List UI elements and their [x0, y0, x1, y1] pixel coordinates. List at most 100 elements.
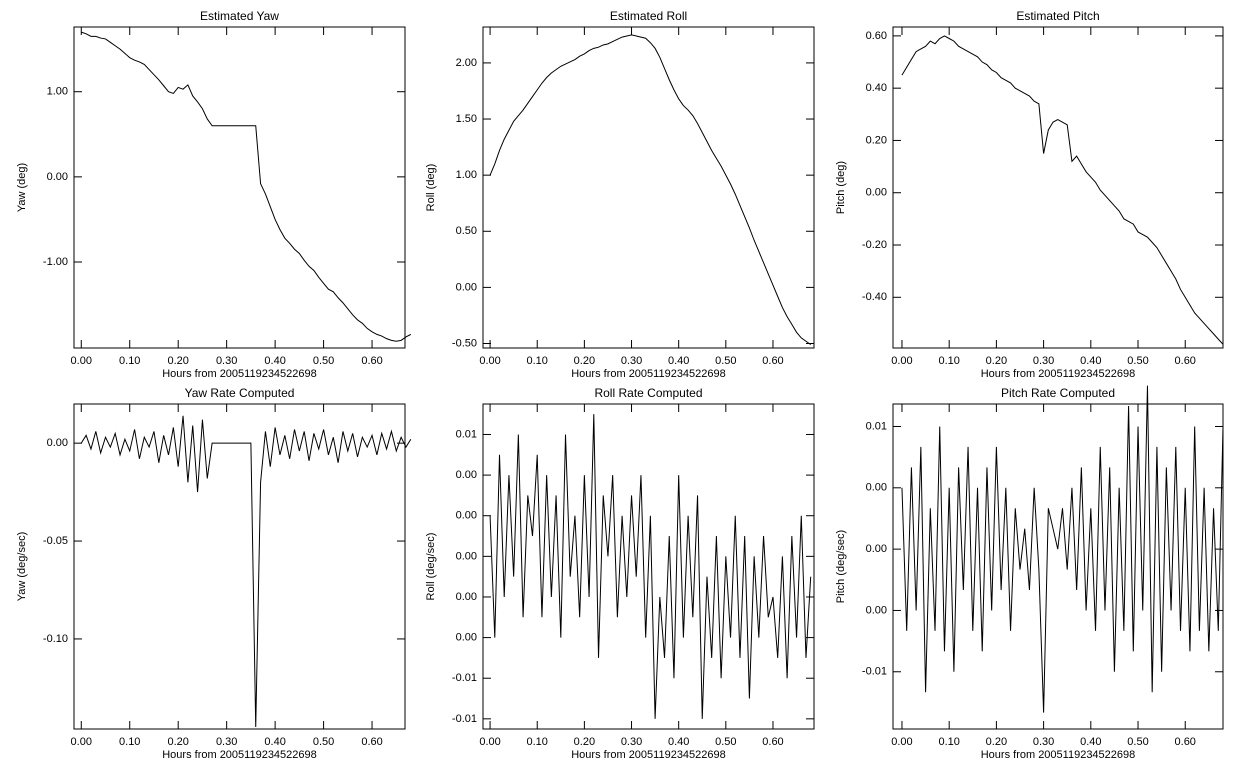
x-tick-label: 0.00 [479, 736, 500, 748]
x-tick-label: 0.60 [1175, 736, 1196, 748]
x-tick-label: 0.20 [167, 736, 188, 748]
x-tick-label: 0.30 [621, 736, 642, 748]
y-tick-label: 0.01 [866, 420, 887, 432]
y-tick-label: 0.00 [456, 510, 477, 522]
y-tick-label: 0.00 [866, 604, 887, 616]
y-tick-label: 0.00 [866, 482, 887, 494]
x-tick-label: 0.30 [216, 355, 237, 367]
y-axis-label: Roll (deg) [425, 164, 437, 212]
x-tick-label: 0.60 [361, 355, 382, 367]
x-tick-label: 0.40 [264, 355, 285, 367]
x-axis-label: Hours from 2005119234522698 [981, 368, 1136, 380]
x-axis-label: Hours from 2005119234522698 [981, 749, 1136, 761]
plot-frame [482, 26, 815, 349]
x-tick-label: 0.60 [762, 355, 783, 367]
x-tick-label: 0.20 [574, 355, 595, 367]
x-tick-label: 0.50 [313, 736, 334, 748]
x-tick-label: 0.50 [313, 355, 334, 367]
x-tick-label: 0.40 [1080, 736, 1101, 748]
chart-title: Roll Rate Computed [594, 386, 702, 400]
x-tick-label: 0.20 [986, 736, 1007, 748]
data-line [489, 414, 812, 719]
y-tick-label: -0.05 [43, 535, 68, 547]
chart-title: Estimated Yaw [200, 9, 279, 23]
x-tick-label: 0.40 [264, 736, 285, 748]
y-tick-label: -0.10 [43, 633, 68, 645]
y-tick-label: 0.00 [47, 171, 68, 183]
y-tick-label: 0.00 [456, 632, 477, 644]
y-tick-label: 1.00 [456, 169, 477, 181]
x-axis-label: Hours from 2005119234522698 [571, 749, 726, 761]
y-tick-label: -0.01 [452, 672, 477, 684]
y-tick-label: -1.00 [43, 256, 68, 268]
x-tick-label: 0.50 [1127, 355, 1148, 367]
y-tick-label: 2.00 [456, 57, 477, 69]
y-axis-label: Roll (deg/sec) [425, 533, 437, 601]
x-tick-label: 0.40 [668, 736, 689, 748]
chart-title: Estimated Pitch [1016, 9, 1099, 23]
x-tick-label: 0.10 [527, 736, 548, 748]
y-axis-label: Pitch (deg) [835, 161, 847, 214]
x-tick-label: 0.20 [167, 355, 188, 367]
x-tick-label: 0.10 [119, 355, 140, 367]
y-tick-label: -0.01 [862, 666, 887, 678]
y-tick-label: 0.40 [866, 82, 887, 94]
x-tick-label: 0.60 [361, 736, 382, 748]
y-tick-label: 0.00 [47, 437, 68, 449]
x-tick-label: 0.10 [938, 355, 959, 367]
x-tick-label: 0.60 [1175, 355, 1196, 367]
data-line [489, 34, 811, 346]
plot-frame [892, 26, 1224, 349]
y-tick-label: 0.00 [456, 469, 477, 481]
data-line [80, 415, 412, 728]
x-tick-label: 0.30 [621, 355, 642, 367]
x-tick-label: 0.00 [891, 355, 912, 367]
plot-frame [892, 403, 1224, 730]
y-axis-label: Yaw (deg/sec) [16, 532, 28, 602]
y-tick-label: 0.00 [866, 187, 887, 199]
x-tick-label: 0.50 [715, 355, 736, 367]
data-line [81, 31, 412, 342]
x-tick-label: 0.00 [71, 736, 92, 748]
x-axis-label: Hours from 2005119234522698 [162, 749, 317, 761]
y-tick-label: 0.00 [866, 543, 887, 555]
x-axis-label: Hours from 2005119234522698 [162, 368, 317, 380]
y-tick-label: -0.20 [862, 239, 887, 251]
x-tick-label: 0.00 [479, 355, 500, 367]
x-tick-label: 0.60 [762, 736, 783, 748]
y-axis-label: Pitch (deg/sec) [835, 530, 847, 603]
x-tick-label: 0.30 [1033, 736, 1054, 748]
y-tick-label: 0.60 [866, 30, 887, 42]
chart-title: Yaw Rate Computed [185, 386, 295, 400]
y-tick-label: -0.50 [452, 337, 477, 349]
plot-frame [482, 403, 815, 730]
y-axis-label: Yaw (deg) [16, 163, 28, 212]
x-tick-label: 0.30 [216, 736, 237, 748]
y-tick-label: 0.50 [456, 225, 477, 237]
y-tick-label: 1.00 [47, 86, 68, 98]
x-tick-label: 0.10 [938, 736, 959, 748]
y-tick-label: 0.00 [456, 281, 477, 293]
x-tick-label: 0.40 [668, 355, 689, 367]
x-tick-label: 0.00 [71, 355, 92, 367]
plot-frame [73, 26, 406, 349]
x-tick-label: 0.20 [986, 355, 1007, 367]
x-tick-label: 0.50 [1127, 736, 1148, 748]
x-axis-label: Hours from 2005119234522698 [571, 368, 726, 380]
y-tick-label: -0.01 [452, 713, 477, 725]
y-tick-label: 0.00 [456, 591, 477, 603]
plot-frame [73, 403, 406, 730]
x-tick-label: 0.00 [891, 736, 912, 748]
x-tick-label: 0.50 [715, 736, 736, 748]
y-tick-label: 1.50 [456, 113, 477, 125]
y-tick-label: -0.40 [862, 291, 887, 303]
x-tick-label: 0.30 [1033, 355, 1054, 367]
x-tick-label: 0.20 [574, 736, 595, 748]
y-tick-label: 0.00 [456, 550, 477, 562]
chart-title: Estimated Roll [610, 9, 687, 23]
y-tick-label: 0.20 [866, 134, 887, 146]
x-tick-label: 0.10 [527, 355, 548, 367]
data-line [901, 35, 1224, 345]
data-line [901, 385, 1224, 713]
